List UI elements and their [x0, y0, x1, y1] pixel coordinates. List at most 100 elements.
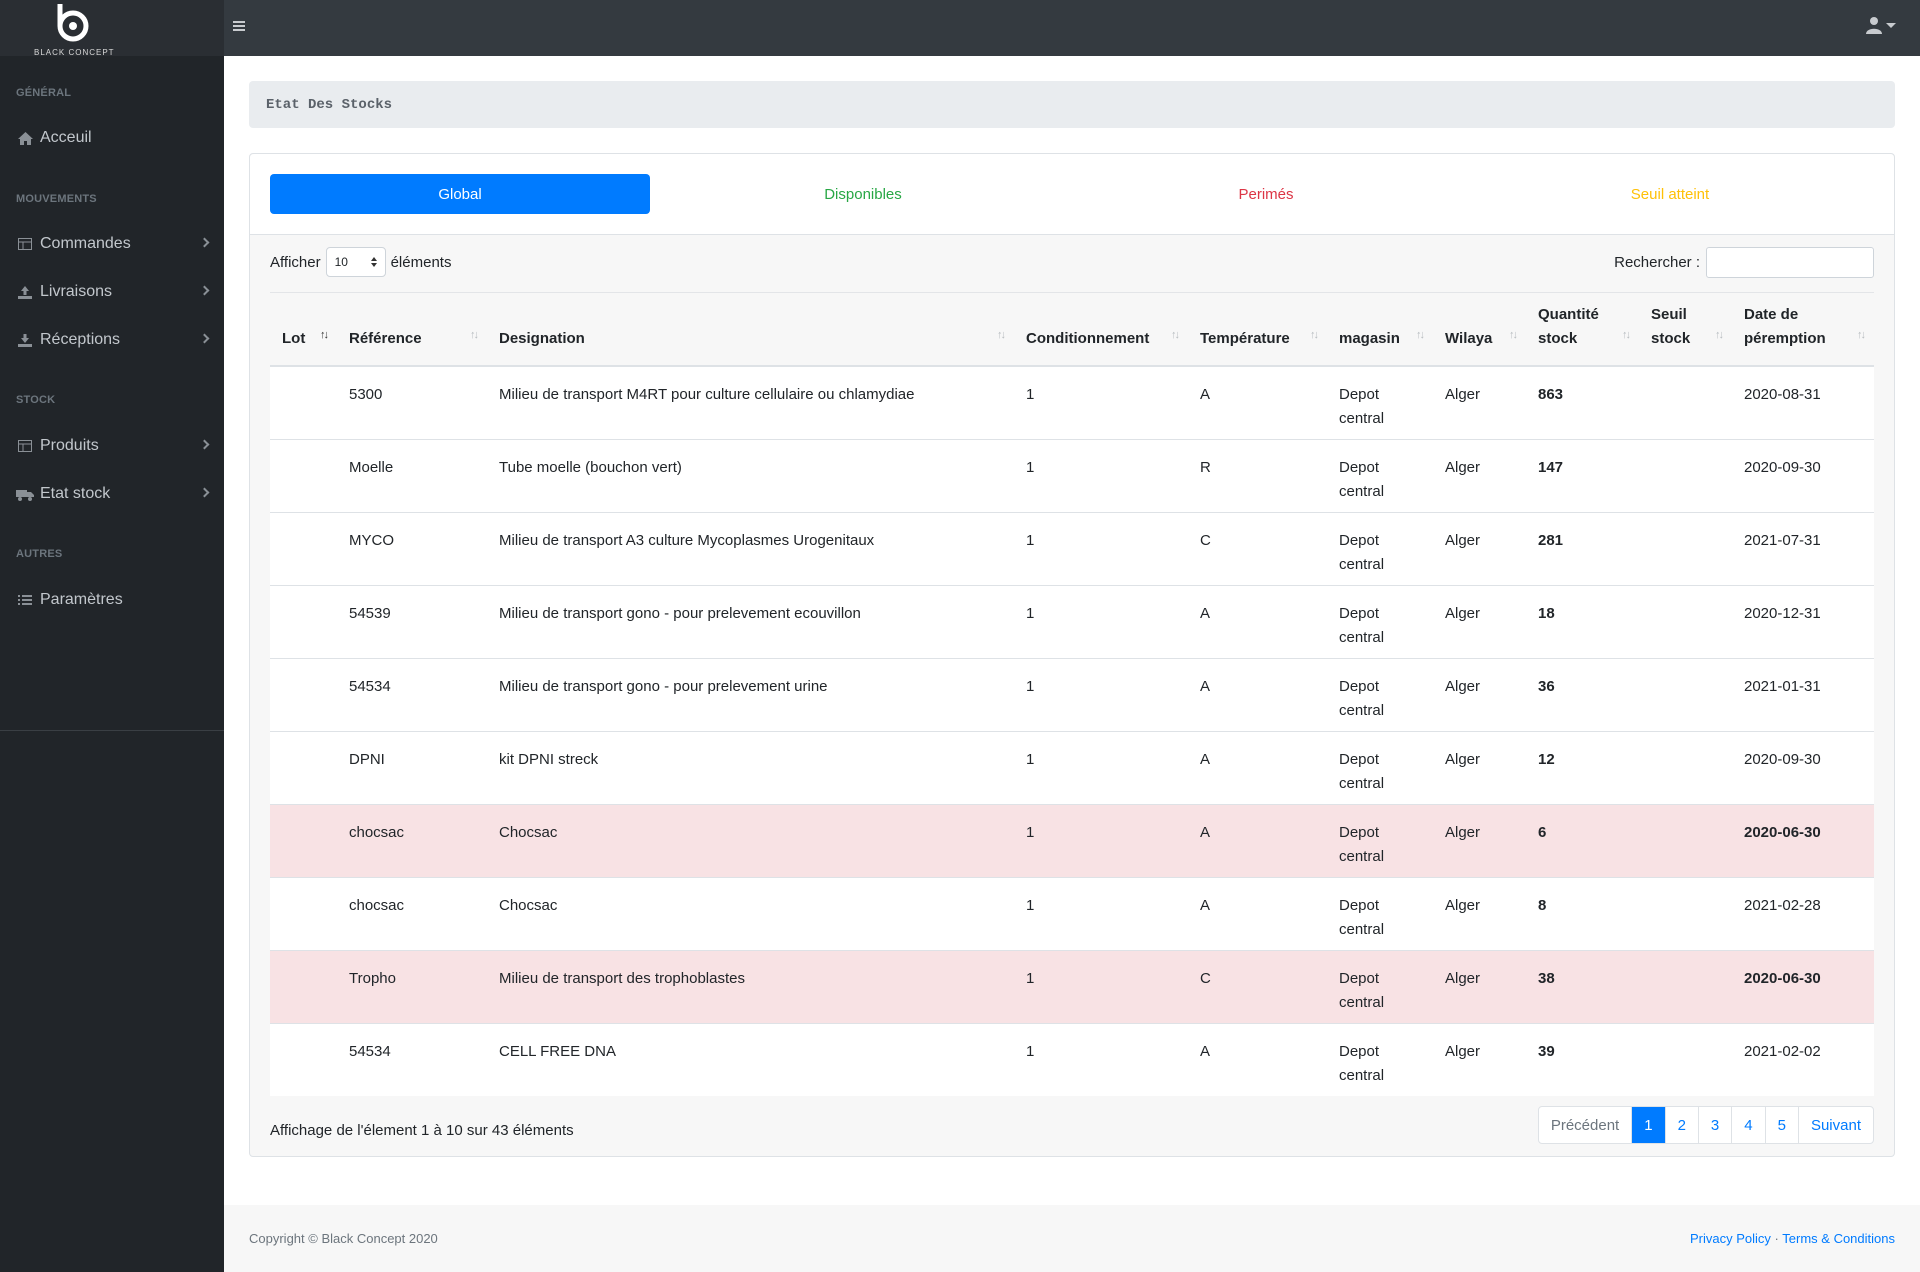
footer-separator: ·	[1774, 1231, 1779, 1246]
cell-quantite: 39	[1526, 1022, 1639, 1096]
col-header-quantite[interactable]: Quantité stock ↑↓	[1526, 293, 1639, 367]
cell-wilaya: Alger	[1433, 803, 1526, 877]
cell-lot	[270, 657, 337, 731]
sidebar-item-acceuil[interactable]: Acceuil	[0, 118, 224, 158]
privacy-policy-link[interactable]: Privacy Policy	[1690, 1231, 1771, 1246]
cell-seuil	[1639, 803, 1732, 877]
cell-magasin: Depot central	[1327, 657, 1433, 731]
cell-designation: Milieu de transport gono - pour prelevem…	[487, 657, 1014, 731]
col-header-reference[interactable]: Référence ↑↓	[337, 293, 487, 367]
pagination-page-button[interactable]: 4	[1731, 1107, 1764, 1143]
pagination-prev-button[interactable]: Précédent	[1550, 1116, 1620, 1134]
search-input[interactable]	[1706, 247, 1874, 278]
col-header-peremption[interactable]: Date de péremption ↑↓	[1732, 293, 1874, 367]
cell-temperature: C	[1188, 949, 1327, 1023]
cell-peremption: 2020-06-30	[1732, 949, 1874, 1023]
cell-temperature: C	[1188, 511, 1327, 585]
user-menu[interactable]	[1866, 16, 1896, 34]
brand-name: BLACK CONCEPT	[34, 48, 115, 57]
sidebar-item-label: Etat stock	[40, 485, 111, 502]
chevron-right-icon	[199, 487, 210, 498]
cell-lot	[270, 584, 337, 658]
stock-table: Lot ↑↓ Référence ↑↓ Designation ↑↓ Conditio…	[270, 293, 1874, 1096]
chevron-right-icon	[199, 333, 210, 344]
cell-temperature: A	[1188, 730, 1327, 804]
sidebar-item-parametres[interactable]: Paramètres	[0, 580, 224, 620]
tab-seuil-atteint[interactable]: Seuil atteint	[1630, 185, 1710, 203]
cell-peremption: 2020-08-31	[1732, 366, 1874, 439]
col-header-wilaya[interactable]: Wilaya ↑↓	[1433, 293, 1526, 367]
cell-wilaya: Alger	[1433, 511, 1526, 585]
cell-lot	[270, 949, 337, 1023]
page-length-suffix: éléments	[390, 253, 452, 271]
cell-lot	[270, 803, 337, 877]
pagination-page-button[interactable]: 5	[1764, 1107, 1798, 1143]
terms-link[interactable]: Terms & Conditions	[1782, 1231, 1895, 1246]
table-icon	[16, 438, 34, 454]
footer-links: Privacy Policy · Terms & Conditions	[1690, 1231, 1895, 1246]
cell-magasin: Depot central	[1327, 730, 1433, 804]
cell-seuil	[1639, 949, 1732, 1023]
col-header-magasin[interactable]: magasin ↑↓	[1327, 293, 1433, 367]
pagination-page-button[interactable]: 3	[1697, 1107, 1731, 1143]
sort-icon: ↑↓	[1171, 329, 1180, 341]
cell-peremption: 2021-07-31	[1732, 511, 1874, 585]
col-header-lot[interactable]: Lot ↑↓	[270, 293, 337, 367]
sidebar-item-produits[interactable]: Produits	[0, 426, 224, 466]
table-row: 5300 Milieu de transport M4RT pour cultur…	[270, 366, 1874, 439]
table-row: 54534 Milieu de transport gono - pour pre…	[270, 657, 1874, 731]
cell-conditionnement: 1	[1014, 366, 1188, 439]
user-icon	[1866, 17, 1882, 34]
home-icon	[16, 130, 34, 146]
brand-logo[interactable]: BLACK CONCEPT	[0, 0, 224, 57]
cell-quantite: 147	[1526, 438, 1639, 512]
col-header-conditionnement[interactable]: Conditionnement ↑↓	[1014, 293, 1188, 367]
cell-designation: Milieu de transport des trophoblastes	[487, 949, 1014, 1023]
sort-icon: ↑↓	[1622, 329, 1631, 341]
cell-quantite: 36	[1526, 657, 1639, 731]
cell-reference: MYCO	[337, 511, 487, 585]
cell-reference: chocsac	[337, 803, 487, 877]
cell-temperature: A	[1188, 1022, 1327, 1096]
pagination: Précédent 1 2 3 4 5 Suivant	[1537, 1106, 1874, 1144]
page-length-select[interactable]: 10	[325, 247, 386, 277]
stock-card: Global Disponibles Perimés Seuil atteint…	[249, 153, 1895, 1157]
sidebar-heading-stock: Stock	[16, 394, 56, 406]
tab-global[interactable]: Global	[270, 174, 650, 214]
cell-magasin: Depot central	[1327, 366, 1433, 439]
sort-icon: ↑↓	[1715, 329, 1724, 341]
cell-lot	[270, 876, 337, 950]
table-row: 54534 CELL FREE DNA 1 A Depot central Alger 39…	[270, 1022, 1874, 1096]
col-header-designation[interactable]: Designation ↑↓	[487, 293, 1014, 367]
pagination-next-button[interactable]: Suivant	[1797, 1107, 1873, 1143]
tab-perimes[interactable]: Perimés	[1238, 185, 1294, 203]
search-label: Rechercher :	[1614, 254, 1700, 271]
chevron-right-icon	[199, 237, 210, 248]
sidebar-item-label: Réceptions	[40, 331, 121, 348]
sidebar-item-etat-stock[interactable]: Etat stock	[0, 474, 224, 514]
sidebar-item-livraisons[interactable]: Livraisons	[0, 272, 224, 312]
tab-disponibles[interactable]: Disponibles	[824, 185, 902, 203]
cell-designation: Tube moelle (bouchon vert)	[487, 438, 1014, 512]
sidebar-item-receptions[interactable]: Réceptions	[0, 320, 224, 360]
cell-reference: Tropho	[337, 949, 487, 1023]
cell-reference: 54534	[337, 1022, 487, 1096]
cell-lot	[270, 1022, 337, 1096]
chevron-right-icon	[199, 285, 210, 296]
sidebar-item-commandes[interactable]: Commandes	[0, 224, 224, 264]
sort-icon: ↑↓	[1509, 329, 1518, 341]
cell-peremption: 2021-02-28	[1732, 876, 1874, 950]
sidebar-heading-general: Général	[16, 87, 72, 99]
col-header-temperature[interactable]: Température ↑↓	[1188, 293, 1327, 367]
cell-temperature: R	[1188, 438, 1327, 512]
col-header-seuil[interactable]: Seuil stock ↑↓	[1639, 293, 1732, 367]
logo-mark-icon	[57, 4, 89, 42]
pagination-page-button[interactable]: 1	[1631, 1107, 1665, 1143]
pagination-page-button[interactable]: 2	[1664, 1107, 1698, 1143]
page-title: Etat Des Stocks	[249, 81, 1895, 128]
cell-magasin: Depot central	[1327, 876, 1433, 950]
cell-wilaya: Alger	[1433, 949, 1526, 1023]
cell-wilaya: Alger	[1433, 366, 1526, 439]
cell-seuil	[1639, 657, 1732, 731]
menu-toggle-icon[interactable]	[232, 16, 246, 38]
